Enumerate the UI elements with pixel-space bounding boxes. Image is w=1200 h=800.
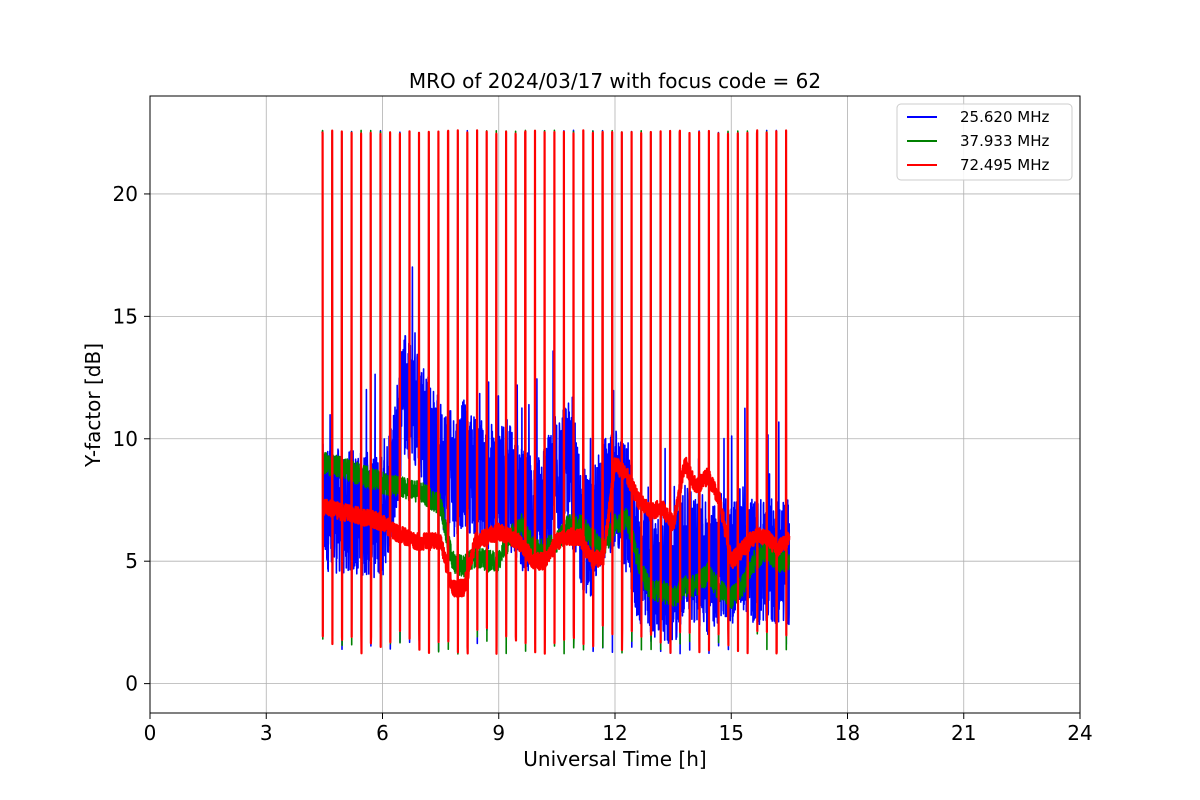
grid [149,96,1081,713]
x-tick-label: 18 [835,721,860,745]
x-tick-label: 15 [719,721,744,745]
y-axis-label: Y-factor [dB] [81,343,105,468]
x-tick-label: 9 [492,721,505,745]
axes-ticks: 0 3 6 9 12 15 18 21 24 0 5 10 15 20 [113,182,1093,745]
x-axis-label: Universal Time [h] [523,747,706,771]
legend-label-1: 25.620 MHz [960,108,1049,126]
x-tick-label: 3 [260,721,273,745]
x-tick-label: 6 [376,721,389,745]
x-tick-label: 21 [951,721,976,745]
plot-area [321,129,791,655]
series-line-3 [321,129,791,655]
y-tick-label: 15 [113,304,138,328]
x-tick-label: 12 [602,721,627,745]
legend-label-3: 72.495 MHz [960,156,1049,174]
y-tick-label: 0 [125,672,138,696]
chart-title: MRO of 2024/03/17 with focus code = 62 [409,69,821,93]
legend-label-2: 37.933 MHz [960,132,1049,150]
legend: 25.620 MHz 37.933 MHz 72.495 MHz [896,103,1073,181]
y-tick-label: 5 [125,549,138,573]
y-tick-label: 20 [113,182,138,206]
y-tick-label: 10 [113,427,138,451]
x-tick-label: 0 [144,721,157,745]
legend-box [896,103,1073,181]
x-tick-label: 24 [1067,721,1092,745]
